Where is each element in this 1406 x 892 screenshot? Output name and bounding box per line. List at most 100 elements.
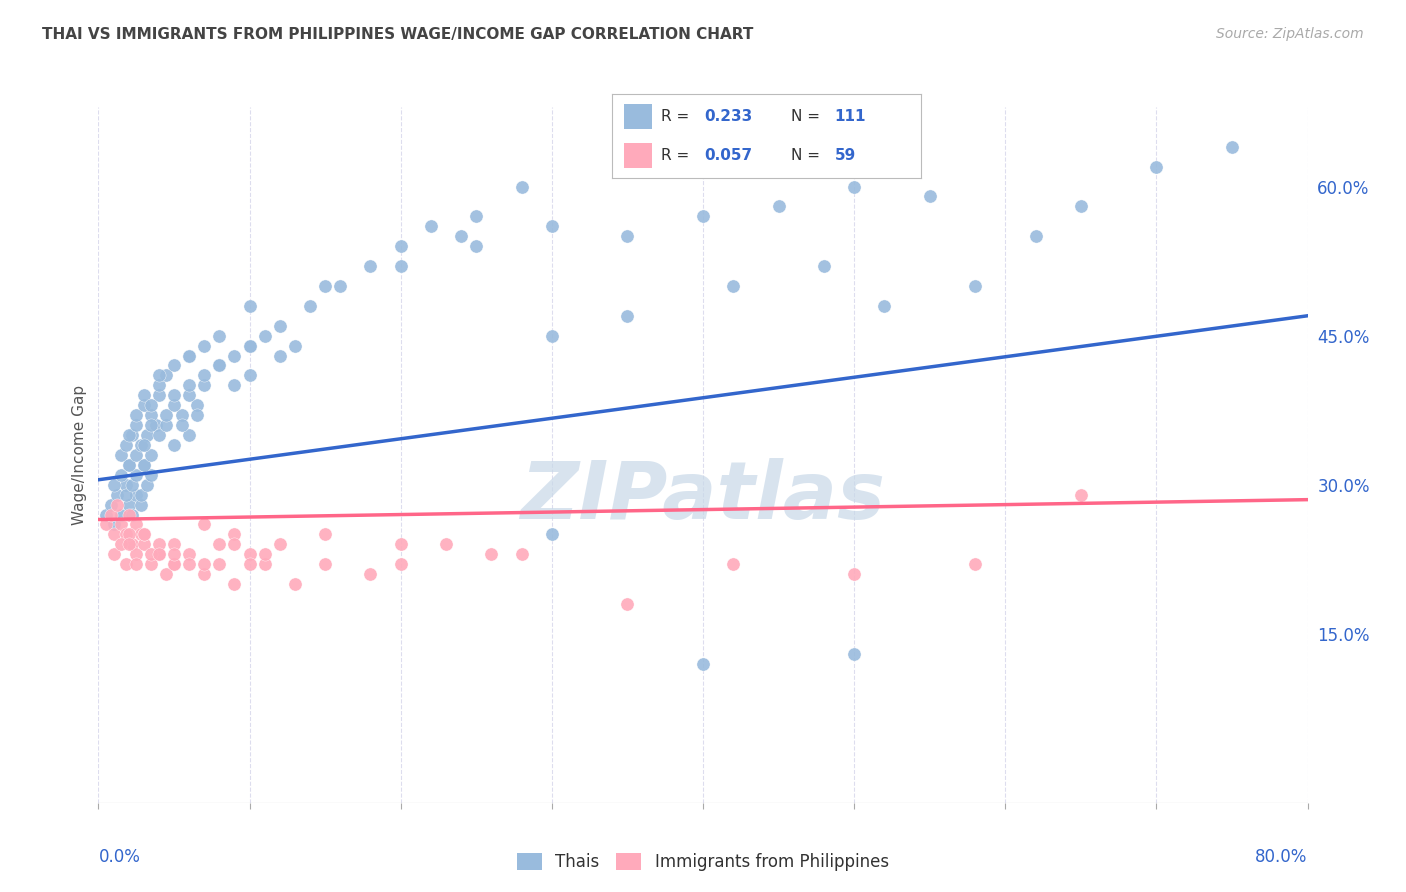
Point — [465, 210, 488, 224]
Point — [208, 328, 231, 343]
Point — [389, 537, 412, 551]
Point — [132, 527, 155, 541]
Point — [125, 488, 148, 502]
Text: ZIPatlas: ZIPatlas — [520, 458, 886, 536]
Point — [873, 299, 896, 313]
Point — [125, 558, 148, 572]
Point — [239, 368, 262, 383]
Text: 59: 59 — [834, 148, 856, 163]
Point — [145, 418, 167, 433]
Point — [163, 558, 186, 572]
Point — [148, 428, 170, 442]
Point — [1070, 199, 1092, 213]
Point — [1144, 160, 1167, 174]
Point — [132, 388, 155, 402]
Point — [118, 508, 141, 522]
Text: 0.057: 0.057 — [704, 148, 752, 163]
Point — [510, 179, 533, 194]
Point — [179, 547, 201, 561]
Point — [125, 517, 148, 532]
Text: R =: R = — [661, 148, 695, 163]
Point — [132, 458, 155, 472]
Point — [179, 349, 201, 363]
Bar — [624, 143, 652, 169]
Point — [179, 349, 201, 363]
Text: 80.0%: 80.0% — [1256, 847, 1308, 865]
Point — [100, 508, 122, 522]
Point — [1220, 140, 1243, 154]
Point — [114, 527, 136, 541]
Point — [118, 537, 141, 551]
Point — [239, 558, 262, 572]
Point — [239, 338, 262, 352]
Point — [224, 349, 246, 363]
Point — [155, 368, 177, 383]
Point — [94, 517, 117, 532]
Point — [118, 527, 141, 541]
Point — [510, 547, 533, 561]
Point — [103, 547, 125, 561]
Point — [155, 408, 177, 422]
Text: THAI VS IMMIGRANTS FROM PHILIPPINES WAGE/INCOME GAP CORRELATION CHART: THAI VS IMMIGRANTS FROM PHILIPPINES WAGE… — [42, 27, 754, 42]
Point — [125, 418, 148, 433]
Point — [103, 527, 125, 541]
Point — [314, 279, 336, 293]
Point — [269, 537, 291, 551]
Point — [125, 547, 148, 561]
Point — [269, 349, 291, 363]
Point — [125, 408, 148, 422]
Point — [163, 558, 186, 572]
Point — [253, 558, 276, 572]
Point — [132, 398, 155, 412]
Point — [155, 418, 177, 433]
Point — [224, 378, 246, 392]
Point — [148, 388, 170, 402]
Point — [239, 299, 262, 313]
Point — [269, 318, 291, 333]
Text: 0.233: 0.233 — [704, 109, 752, 124]
Point — [114, 438, 136, 452]
Point — [118, 458, 141, 472]
Point — [844, 567, 866, 582]
Text: Source: ZipAtlas.com: Source: ZipAtlas.com — [1216, 27, 1364, 41]
Point — [434, 537, 457, 551]
Bar — [624, 103, 652, 129]
Point — [129, 498, 152, 512]
Point — [103, 517, 125, 532]
Point — [224, 577, 246, 591]
Point — [105, 498, 128, 512]
Point — [314, 527, 336, 541]
Point — [239, 338, 262, 352]
Point — [135, 477, 157, 491]
Point — [208, 359, 231, 373]
Point — [110, 537, 132, 551]
Point — [135, 428, 157, 442]
Point — [105, 488, 128, 502]
Point — [389, 239, 412, 253]
Point — [329, 279, 352, 293]
Point — [540, 527, 562, 541]
Text: N =: N = — [792, 148, 825, 163]
Point — [170, 418, 193, 433]
Point — [965, 279, 987, 293]
Point — [208, 537, 231, 551]
Point — [616, 309, 638, 323]
Point — [193, 517, 215, 532]
Point — [114, 477, 136, 491]
Point — [465, 239, 488, 253]
Point — [100, 498, 122, 512]
Point — [110, 517, 132, 532]
Point — [224, 537, 246, 551]
Point — [193, 368, 215, 383]
Point — [284, 577, 307, 591]
Point — [121, 477, 143, 491]
Point — [193, 338, 215, 352]
Point — [132, 537, 155, 551]
Point — [121, 508, 143, 522]
Point — [121, 537, 143, 551]
Point — [163, 547, 186, 561]
Point — [186, 408, 208, 422]
Text: 0.0%: 0.0% — [98, 847, 141, 865]
Text: 111: 111 — [834, 109, 866, 124]
Point — [193, 378, 215, 392]
